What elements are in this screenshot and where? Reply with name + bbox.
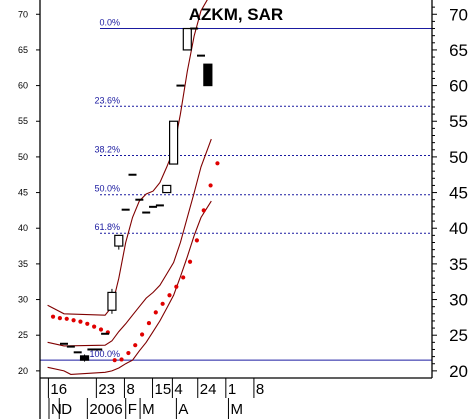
month-label: D — [61, 401, 72, 418]
left-tick-label: 35 — [18, 259, 28, 269]
sar-dots — [50, 161, 220, 363]
candle-body — [114, 234, 124, 247]
right-tick-label: 55 — [449, 112, 468, 131]
left-tick-label: 40 — [18, 223, 28, 233]
left-tick-label: 70 — [18, 9, 28, 19]
sar-dot — [92, 324, 97, 329]
sar-dot — [126, 350, 131, 356]
chart-frame — [39, 0, 433, 419]
chart-title: AZKM, SAR — [189, 5, 283, 24]
candle-body — [162, 184, 172, 194]
right-tick-label: 70 — [449, 5, 468, 24]
sar-dot — [174, 284, 179, 289]
sar-dot — [181, 275, 186, 280]
fib-label: 50.0% — [94, 184, 120, 194]
sar-dot — [167, 293, 172, 298]
day-label: 23 — [98, 381, 115, 398]
left-tick-label: 30 — [18, 295, 28, 305]
left-tick-label: 55 — [18, 116, 28, 126]
month-label: 2006 — [89, 401, 122, 418]
sar-dot — [50, 314, 56, 319]
day-label: 4 — [174, 381, 182, 398]
sar-dot — [208, 183, 213, 188]
left-tick-label: 50 — [18, 152, 28, 162]
sar-dot — [160, 301, 165, 306]
sar-dot — [57, 315, 62, 321]
sar-dot — [139, 332, 145, 337]
sar-dot — [133, 343, 138, 348]
day-label: 8 — [126, 381, 134, 398]
day-label: 15 — [155, 381, 172, 398]
day-label: 24 — [200, 381, 217, 398]
band-lower — [47, 200, 212, 375]
day-label: 16 — [50, 381, 67, 398]
x-axis: 16 23 8 15 4 24 1 8N D 2006 F M A M — [47, 378, 264, 419]
day-label: 1 — [228, 381, 236, 398]
right-tick-label: 20 — [449, 362, 468, 381]
right-tick-label: 45 — [449, 184, 468, 203]
month-label: N — [51, 401, 62, 418]
month-label: A — [178, 401, 188, 418]
right-tick-label: 50 — [449, 148, 468, 167]
fibonacci-levels: 0.0% 23.6% 38.2% 50.0% 61.8% 100.0% — [40, 18, 432, 361]
sar-dot — [85, 321, 90, 326]
sar-dot — [194, 238, 199, 243]
right-tick-label: 25 — [449, 326, 468, 345]
candle-body — [79, 355, 90, 361]
left-axis: 20 25 30 35 40 45 50 55 60 65 70 — [18, 9, 40, 376]
right-tick-label: 40 — [449, 219, 468, 238]
sar-dot — [187, 259, 193, 264]
right-tick-label: 60 — [449, 77, 468, 96]
month-label: M — [230, 401, 243, 418]
sar-dot — [146, 320, 152, 326]
candle-body — [107, 291, 117, 311]
left-tick-label: 20 — [18, 366, 28, 376]
left-tick-label: 60 — [18, 81, 28, 91]
month-label: F — [128, 401, 137, 418]
right-tick-label: 30 — [449, 291, 468, 310]
left-tick-label: 25 — [18, 330, 28, 340]
day-label: 8 — [256, 381, 264, 398]
month-label: M — [142, 401, 155, 418]
band-middle — [47, 138, 212, 347]
sar-dot — [215, 161, 220, 166]
candle-body — [182, 27, 192, 51]
left-tick-label: 65 — [18, 45, 28, 55]
fib-label: 23.6% — [94, 95, 120, 105]
sar-dot — [119, 357, 124, 362]
candle-body — [203, 63, 213, 87]
sar-dot — [78, 319, 83, 324]
right-axis: 20 25 30 35 40 45 50 55 60 65 70 — [432, 5, 468, 381]
sar-dot — [64, 316, 69, 321]
fib-label: 61.8% — [94, 222, 120, 232]
fib-label: 38.2% — [94, 144, 120, 154]
sar-dot — [71, 318, 76, 323]
fib-label: 100.0% — [89, 349, 120, 359]
price-bands — [47, 0, 212, 375]
left-tick-label: 45 — [18, 188, 28, 198]
sar-dot — [98, 327, 104, 332]
sar-dot — [201, 208, 206, 213]
right-tick-label: 35 — [449, 255, 468, 274]
fib-label: 0.0% — [99, 18, 120, 28]
candle-body — [169, 120, 179, 165]
right-tick-label: 65 — [449, 41, 468, 60]
sar-dot — [153, 310, 158, 315]
sar-dot — [112, 358, 117, 363]
candles — [60, 27, 213, 362]
